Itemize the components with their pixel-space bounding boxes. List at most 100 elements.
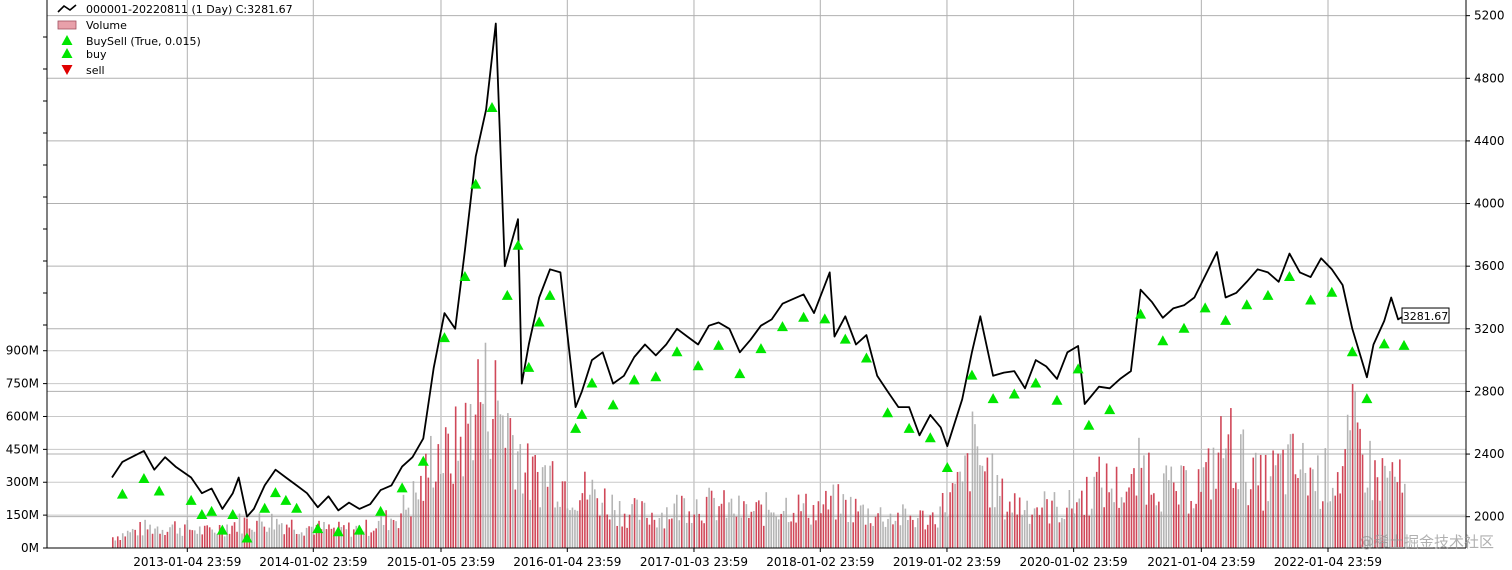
buy-marker xyxy=(486,101,498,112)
volume-bar xyxy=(755,502,758,548)
volume-bar xyxy=(685,522,688,548)
volume-bar xyxy=(156,526,159,548)
volume-bar xyxy=(966,453,969,548)
volume-bar xyxy=(653,519,656,548)
volume-bar xyxy=(310,526,313,548)
volume-bar xyxy=(1098,456,1100,548)
volume-bar xyxy=(631,504,633,548)
volume-bar xyxy=(271,513,273,548)
volume-bar xyxy=(427,477,430,548)
volume-bar xyxy=(186,520,189,548)
x-tick-label: 2018-01-02 23:59 xyxy=(766,555,874,569)
volume-bar xyxy=(959,471,961,548)
buy-marker xyxy=(734,368,746,379)
volume-bar xyxy=(730,498,733,548)
volume-bar xyxy=(735,516,738,548)
volume-bar xyxy=(1038,515,1041,548)
volume-bar xyxy=(1336,472,1339,548)
volume-bar xyxy=(1175,491,1178,548)
volume-bar xyxy=(462,476,464,548)
volume-bar xyxy=(318,520,320,548)
volume-bar xyxy=(400,513,402,548)
volume-bar xyxy=(1170,466,1173,548)
buy-marker xyxy=(1326,286,1338,297)
volume-bar xyxy=(584,471,586,548)
volume-bar xyxy=(1257,485,1260,548)
volume-bar xyxy=(1043,491,1046,548)
legend-label: buy xyxy=(86,48,107,61)
volume-tick-label: 0M xyxy=(21,541,39,555)
volume-bar xyxy=(1376,477,1379,548)
volume-bar xyxy=(574,509,576,548)
volume-bar xyxy=(1187,513,1190,548)
volume-bar xyxy=(1083,514,1086,548)
volume-bar xyxy=(656,527,658,548)
volume-bar xyxy=(690,522,693,548)
volume-bar xyxy=(1133,468,1135,548)
volume-bar xyxy=(844,499,847,548)
volume-bar xyxy=(1197,469,1200,548)
volume-bar xyxy=(1386,477,1389,548)
volume-bar xyxy=(243,517,246,548)
volume-bar xyxy=(710,490,713,548)
volume-bar xyxy=(792,512,795,548)
buy-marker xyxy=(523,361,535,372)
volume-bar xyxy=(1374,460,1376,548)
volume-bar xyxy=(996,475,999,548)
volume-bar xyxy=(822,504,825,548)
volume-bar xyxy=(581,493,584,548)
volume-bar xyxy=(874,516,877,548)
volume-bar xyxy=(733,513,735,548)
volume-bar xyxy=(817,501,820,548)
volume-bar xyxy=(902,504,904,548)
buy-marker xyxy=(628,374,640,385)
volume-bar xyxy=(800,511,802,548)
volume-bar xyxy=(161,529,164,548)
volume-bar xyxy=(449,473,452,548)
volume-bar xyxy=(832,484,835,548)
volume-bar xyxy=(241,533,243,548)
buy-marker xyxy=(1361,393,1373,404)
volume-bar xyxy=(1023,510,1026,548)
volume-bar xyxy=(447,433,450,548)
volume-bar xyxy=(233,522,236,548)
volume-bar xyxy=(1391,462,1394,548)
volume-bar xyxy=(1351,384,1354,548)
volume-bar xyxy=(887,518,889,548)
last-value-text: 3281.67 xyxy=(1403,310,1449,323)
volume-bar xyxy=(1399,459,1401,548)
volume-bar xyxy=(807,517,810,548)
volume-bar xyxy=(176,533,179,548)
volume-bar xyxy=(594,489,596,548)
volume-bar xyxy=(899,525,902,548)
volume-bar xyxy=(596,498,599,548)
volume-bar xyxy=(1326,502,1329,548)
volume-bar xyxy=(114,540,117,548)
volume-bar xyxy=(325,529,328,548)
volume-bar xyxy=(767,509,770,548)
volume-bar xyxy=(484,342,487,548)
volume-bar xyxy=(1138,437,1140,548)
volume-bar xyxy=(924,529,927,548)
volume-bar xyxy=(1085,476,1088,548)
volume-bar xyxy=(1317,455,1319,548)
volume-bar xyxy=(191,530,194,548)
volume-bar xyxy=(1262,510,1264,548)
volume-bar xyxy=(169,527,171,548)
volume-bar xyxy=(651,512,653,548)
volume-bar xyxy=(268,527,271,548)
volume-bar xyxy=(146,529,149,548)
volume-bar xyxy=(1006,511,1009,548)
volume-bar xyxy=(1237,489,1240,548)
volume-bar xyxy=(457,460,459,548)
volume-bar xyxy=(151,533,154,548)
volume-bar xyxy=(827,509,830,548)
buy-marker xyxy=(1305,294,1317,305)
volume-bar xyxy=(330,528,333,548)
volume-bar xyxy=(1289,434,1292,548)
volume-bar xyxy=(795,522,797,548)
volume-bar xyxy=(228,533,231,548)
volume-bar xyxy=(1381,458,1384,548)
volume-bar xyxy=(720,503,723,548)
